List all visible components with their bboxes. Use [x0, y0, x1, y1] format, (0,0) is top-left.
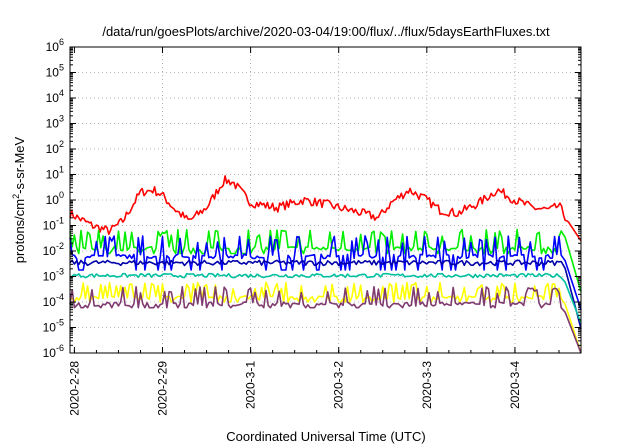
- y-tick-label: 106: [46, 37, 64, 54]
- y-tick-label: 105: [46, 63, 64, 80]
- chart-title: /data/run/goesPlots/archive/2020-03-04/1…: [102, 24, 550, 39]
- grid: [70, 47, 581, 353]
- series-line-3: [69, 235, 582, 310]
- y-tick-label: 10-1: [43, 216, 64, 233]
- y-tick-label: 100: [46, 190, 64, 207]
- series-line-5: [69, 272, 582, 324]
- y-tick-label: 10-3: [43, 267, 64, 284]
- series-line-4: [69, 259, 582, 329]
- y-tick-label: 103: [46, 114, 64, 131]
- y-tick-label: 10-2: [43, 241, 64, 258]
- y-axis-ticks: 10-6 10-5 10-4 10-3 10-2 10-1 100 101 102 103 104 1…: [43, 37, 581, 360]
- y-tick-label: 101: [46, 165, 64, 182]
- x-axis-ticks: 2020-2-28 2020-2-29 2020-3-1 2020-3-2 2020-3…: [67, 47, 582, 416]
- x-tick-label: 2020-2-29: [156, 361, 170, 416]
- series-line-7: [69, 286, 582, 354]
- y-tick-label: 104: [46, 88, 64, 105]
- x-tick-label: 2020-3-4: [508, 361, 522, 409]
- y-axis-label: protons/cm2-s-sr-MeV: [11, 136, 27, 263]
- y-tick-label: 10-5: [43, 318, 64, 335]
- y-tick-label: 102: [46, 139, 64, 156]
- y-axis-label-base: protons/cm: [12, 199, 27, 263]
- x-tick-label: 2020-3-3: [420, 361, 434, 409]
- x-tick-label: 2020-2-28: [67, 361, 81, 416]
- y-tick-label: 10-4: [43, 292, 64, 309]
- series-line-6: [69, 281, 582, 354]
- series-line-1: [69, 175, 582, 242]
- y-axis-label-sup: 2: [11, 194, 21, 199]
- y-axis-label-rest: -s-sr-MeV: [12, 136, 27, 193]
- plot-area: [69, 175, 582, 354]
- y-tick-label: 10-6: [43, 343, 64, 360]
- series-line-2: [69, 228, 582, 293]
- x-tick-label: 2020-3-1: [244, 361, 258, 409]
- x-axis-label: Coordinated Universal Time (UTC): [226, 429, 425, 444]
- x-tick-label: 2020-3-2: [332, 361, 346, 409]
